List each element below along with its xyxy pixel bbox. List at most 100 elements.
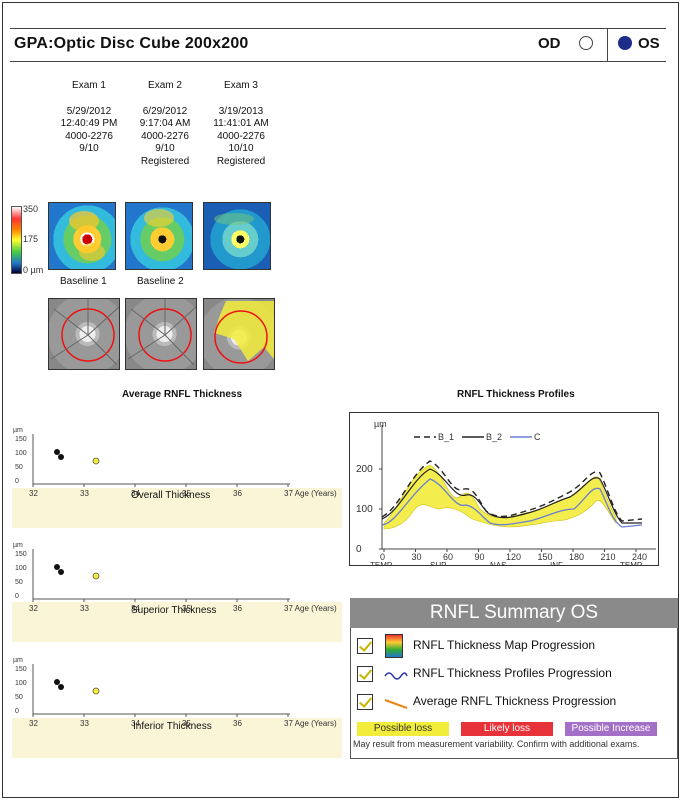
exam-time: 12:40:49 PM — [60, 118, 118, 129]
exam-status: Registered — [140, 155, 190, 167]
x-tick-label: 36 — [233, 719, 242, 728]
exam-signal: 10/10 — [228, 143, 254, 154]
exam-name: Exam 1 — [72, 80, 106, 91]
x-tick-label: 32 — [29, 604, 38, 613]
exam-3-point — [92, 457, 100, 465]
profile-wave-icon — [384, 672, 408, 680]
summary-panel: RNFL Thickness Map Progression RNFL Thic… — [350, 628, 678, 759]
profiles-x-tick-label: 120 — [506, 552, 521, 562]
exam-1-info: Exam 1 5/29/2012 12:40:49 PM 4000-2276 9… — [49, 80, 129, 156]
profiles-y-tick-label: 200 — [356, 464, 373, 475]
exam-id: 4000-2276 — [65, 130, 113, 142]
x-tick-label: 34 — [131, 604, 140, 613]
possible-loss-band — [383, 464, 617, 530]
y-unit-label: µm — [13, 657, 23, 664]
profiles-y-tick-label: 0 — [356, 544, 362, 555]
y-tick-label: 0 — [15, 708, 19, 715]
baseline-1-label: Baseline 1 — [60, 276, 107, 287]
fundus-overlay — [50, 299, 120, 366]
exam-time: 9:17:04 AM — [139, 118, 191, 129]
od-radio[interactable] — [579, 36, 593, 50]
fundus-overlay — [214, 301, 274, 364]
avg-progression-label: Average RNFL Thickness Progression — [413, 694, 617, 708]
exam-3-point — [92, 572, 100, 580]
profiles-region-label: NAS — [490, 561, 506, 565]
fundus-image-exam-1[interactable] — [48, 298, 120, 370]
x-tick-label: 35 — [182, 604, 191, 613]
y-tick-label: 0 — [15, 478, 19, 485]
thickness-map-exam-2[interactable] — [125, 202, 193, 270]
baseline-2-line — [381, 468, 642, 524]
x-tick-label: 37 Age (Years) — [284, 604, 337, 613]
fundus-image-exam-3[interactable] — [203, 298, 275, 370]
thickness-map-icon — [385, 634, 403, 658]
profiles-region-label: TEMP — [620, 561, 642, 565]
y-tick-label: 100 — [15, 680, 27, 687]
report-title: GPA:Optic Disc Cube 200x200 — [14, 35, 249, 52]
thickness-map-exam-1[interactable] — [48, 202, 116, 270]
baseline-1-point — [54, 679, 60, 685]
x-tick-label: 34 — [131, 719, 140, 728]
os-radio[interactable] — [618, 36, 632, 50]
od-label: OD — [538, 35, 561, 52]
y-tick-label: 150 — [15, 666, 27, 673]
x-tick-label: 32 — [29, 719, 38, 728]
avg-trend-icon — [384, 699, 408, 709]
fundus-image-exam-2[interactable] — [125, 298, 197, 370]
exam-name: Exam 3 — [224, 80, 258, 91]
profiles-title: RNFL Thickness Profiles — [457, 389, 575, 400]
profiles-progression-checkbox[interactable] — [357, 666, 373, 682]
avg-rnfl-title: Average RNFL Thickness — [122, 389, 243, 400]
x-tick-label: 36 — [233, 604, 242, 613]
y-tick-label: 0 — [15, 593, 19, 600]
eye-divider — [607, 29, 608, 61]
x-tick-label: 33 — [80, 489, 89, 498]
y-tick-label: 50 — [15, 579, 23, 586]
exam-id: 4000-2276 — [141, 130, 189, 142]
profiles-x-tick-label: 240 — [632, 552, 647, 562]
avg-progression-checkbox[interactable] — [357, 694, 373, 710]
y-tick-label: 50 — [15, 464, 23, 471]
colorbar-max: 350 — [23, 204, 39, 214]
thickness-colorbar — [11, 206, 22, 274]
legend-label: C — [534, 432, 541, 442]
thickness-map-exam-3[interactable] — [203, 202, 271, 270]
baseline-1-point — [54, 564, 60, 570]
avg-rnfl-plots: µm 150 100 50 0 32 33 34 35 36 37 Age (Years) µm 150… — [13, 427, 337, 728]
profiles-x-tick-label: 0 — [380, 552, 385, 562]
os-label: OS — [638, 35, 660, 52]
map-progression-checkbox[interactable] — [357, 638, 373, 654]
exam-2-info: Exam 2 6/29/2012 9:17:04 AM 4000-2276 9/… — [125, 80, 205, 168]
colorbar-mid: 175 — [23, 234, 39, 244]
x-tick-label: 32 — [29, 489, 38, 498]
baseline-1-point — [54, 449, 60, 455]
baseline-2-point — [58, 454, 64, 460]
y-tick-label: 150 — [15, 551, 27, 558]
x-tick-label: 35 — [182, 489, 191, 498]
profiles-region-label: INF — [550, 561, 563, 565]
summary-note: May result from measurement variability.… — [353, 739, 640, 749]
exam-date: 6/29/2012 — [142, 105, 188, 117]
exam-name: Exam 2 — [148, 80, 182, 91]
profiles-x-tick-label: 60 — [443, 552, 453, 562]
baseline-2-point — [58, 569, 64, 575]
profiles-x-tick-label: 180 — [569, 552, 584, 562]
legend-label: B_2 — [486, 432, 502, 442]
exam-date: 5/29/2012 — [66, 105, 112, 117]
profiles-x-tick-label: 90 — [475, 552, 485, 562]
likely-loss-chip: Likely loss — [461, 722, 553, 736]
y-tick-label: 100 — [15, 565, 27, 572]
x-tick-label: 36 — [233, 489, 242, 498]
y-tick-label: 50 — [15, 694, 23, 701]
possible-increase-chip: Possible Increase — [565, 722, 657, 736]
profiles-x-tick-label: 210 — [601, 552, 616, 562]
exam-time: 11:41:01 AM — [213, 118, 269, 129]
exam-3-info: Exam 3 3/19/2013 11:41:01 AM 4000-2276 1… — [201, 80, 281, 168]
profiles-x-tick-label: 30 — [412, 552, 422, 562]
inferior-label: Inferior Thickness — [133, 721, 212, 732]
profiles-chart: µm20010000306090120150180210240TEMPSUPNA… — [356, 419, 656, 570]
x-tick-label: 37 Age (Years) — [284, 719, 337, 728]
current-exam-line — [381, 478, 643, 528]
x-tick-label: 34 — [131, 489, 140, 498]
profiles-y-tick-label: 100 — [356, 504, 373, 515]
